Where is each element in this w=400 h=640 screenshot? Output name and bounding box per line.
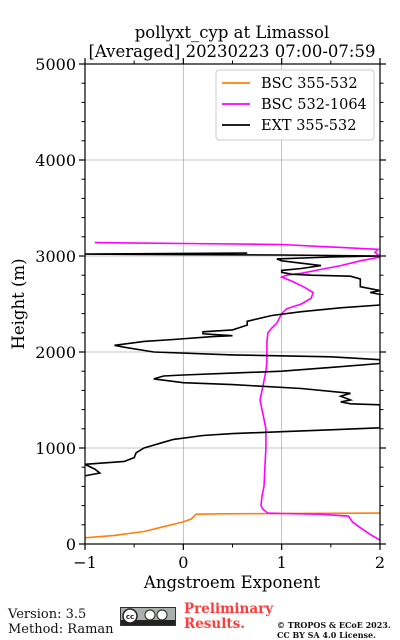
- y-axis-label: Height (m): [9, 258, 28, 349]
- version-text: Version: 3.5: [8, 607, 87, 622]
- x-axis-label: Angstroem Exponent: [143, 573, 321, 592]
- y-tick-label: 1000: [35, 439, 76, 458]
- preliminary-line-2: Results.: [184, 616, 245, 632]
- x-tick-label: −1: [73, 553, 97, 572]
- series-line-1: [94, 241, 380, 541]
- chart-title: pollyxt_cyp at Limassol: [135, 23, 330, 42]
- legend-box: [215, 69, 375, 141]
- y-tick-label: 5000: [35, 55, 76, 74]
- series-line-2: [85, 252, 380, 477]
- y-tick-label: 0: [66, 535, 76, 554]
- cc-license-badge-icon: cc: [120, 607, 176, 626]
- legend-label-1: BSC 532-1064: [261, 97, 367, 113]
- legend-label-0: BSC 355-532: [261, 76, 358, 92]
- preliminary-label: Preliminary Results.: [184, 602, 273, 632]
- y-tick-label: 4000: [35, 151, 76, 170]
- x-tick-label: 2: [375, 553, 385, 572]
- preliminary-line-1: Preliminary: [184, 601, 274, 617]
- legend-label-2: EXT 355-532: [261, 118, 356, 134]
- series-line-0: [85, 512, 380, 539]
- x-tick-label: 1: [277, 553, 287, 572]
- y-tick-label: 3000: [35, 247, 76, 266]
- y-tick-label: 2000: [35, 343, 76, 362]
- copyright-line-2: CC BY SA 4.0 License.: [277, 630, 376, 640]
- legend: BSC 355-532 BSC 532-1064 EXT 355-532: [215, 69, 375, 141]
- svg-text:cc: cc: [126, 613, 134, 621]
- copyright-line-1: © TROPOS & ECoE 2023.: [277, 620, 391, 630]
- x-tick-label: 0: [178, 553, 188, 572]
- data-lines: [85, 241, 380, 541]
- copyright-notice: © TROPOS & ECoE 2023. CC BY SA 4.0 Licen…: [277, 620, 391, 640]
- method-text: Method: Raman: [8, 622, 114, 637]
- chart-subtitle: [Averaged] 20230223 07:00-07:59: [89, 42, 376, 61]
